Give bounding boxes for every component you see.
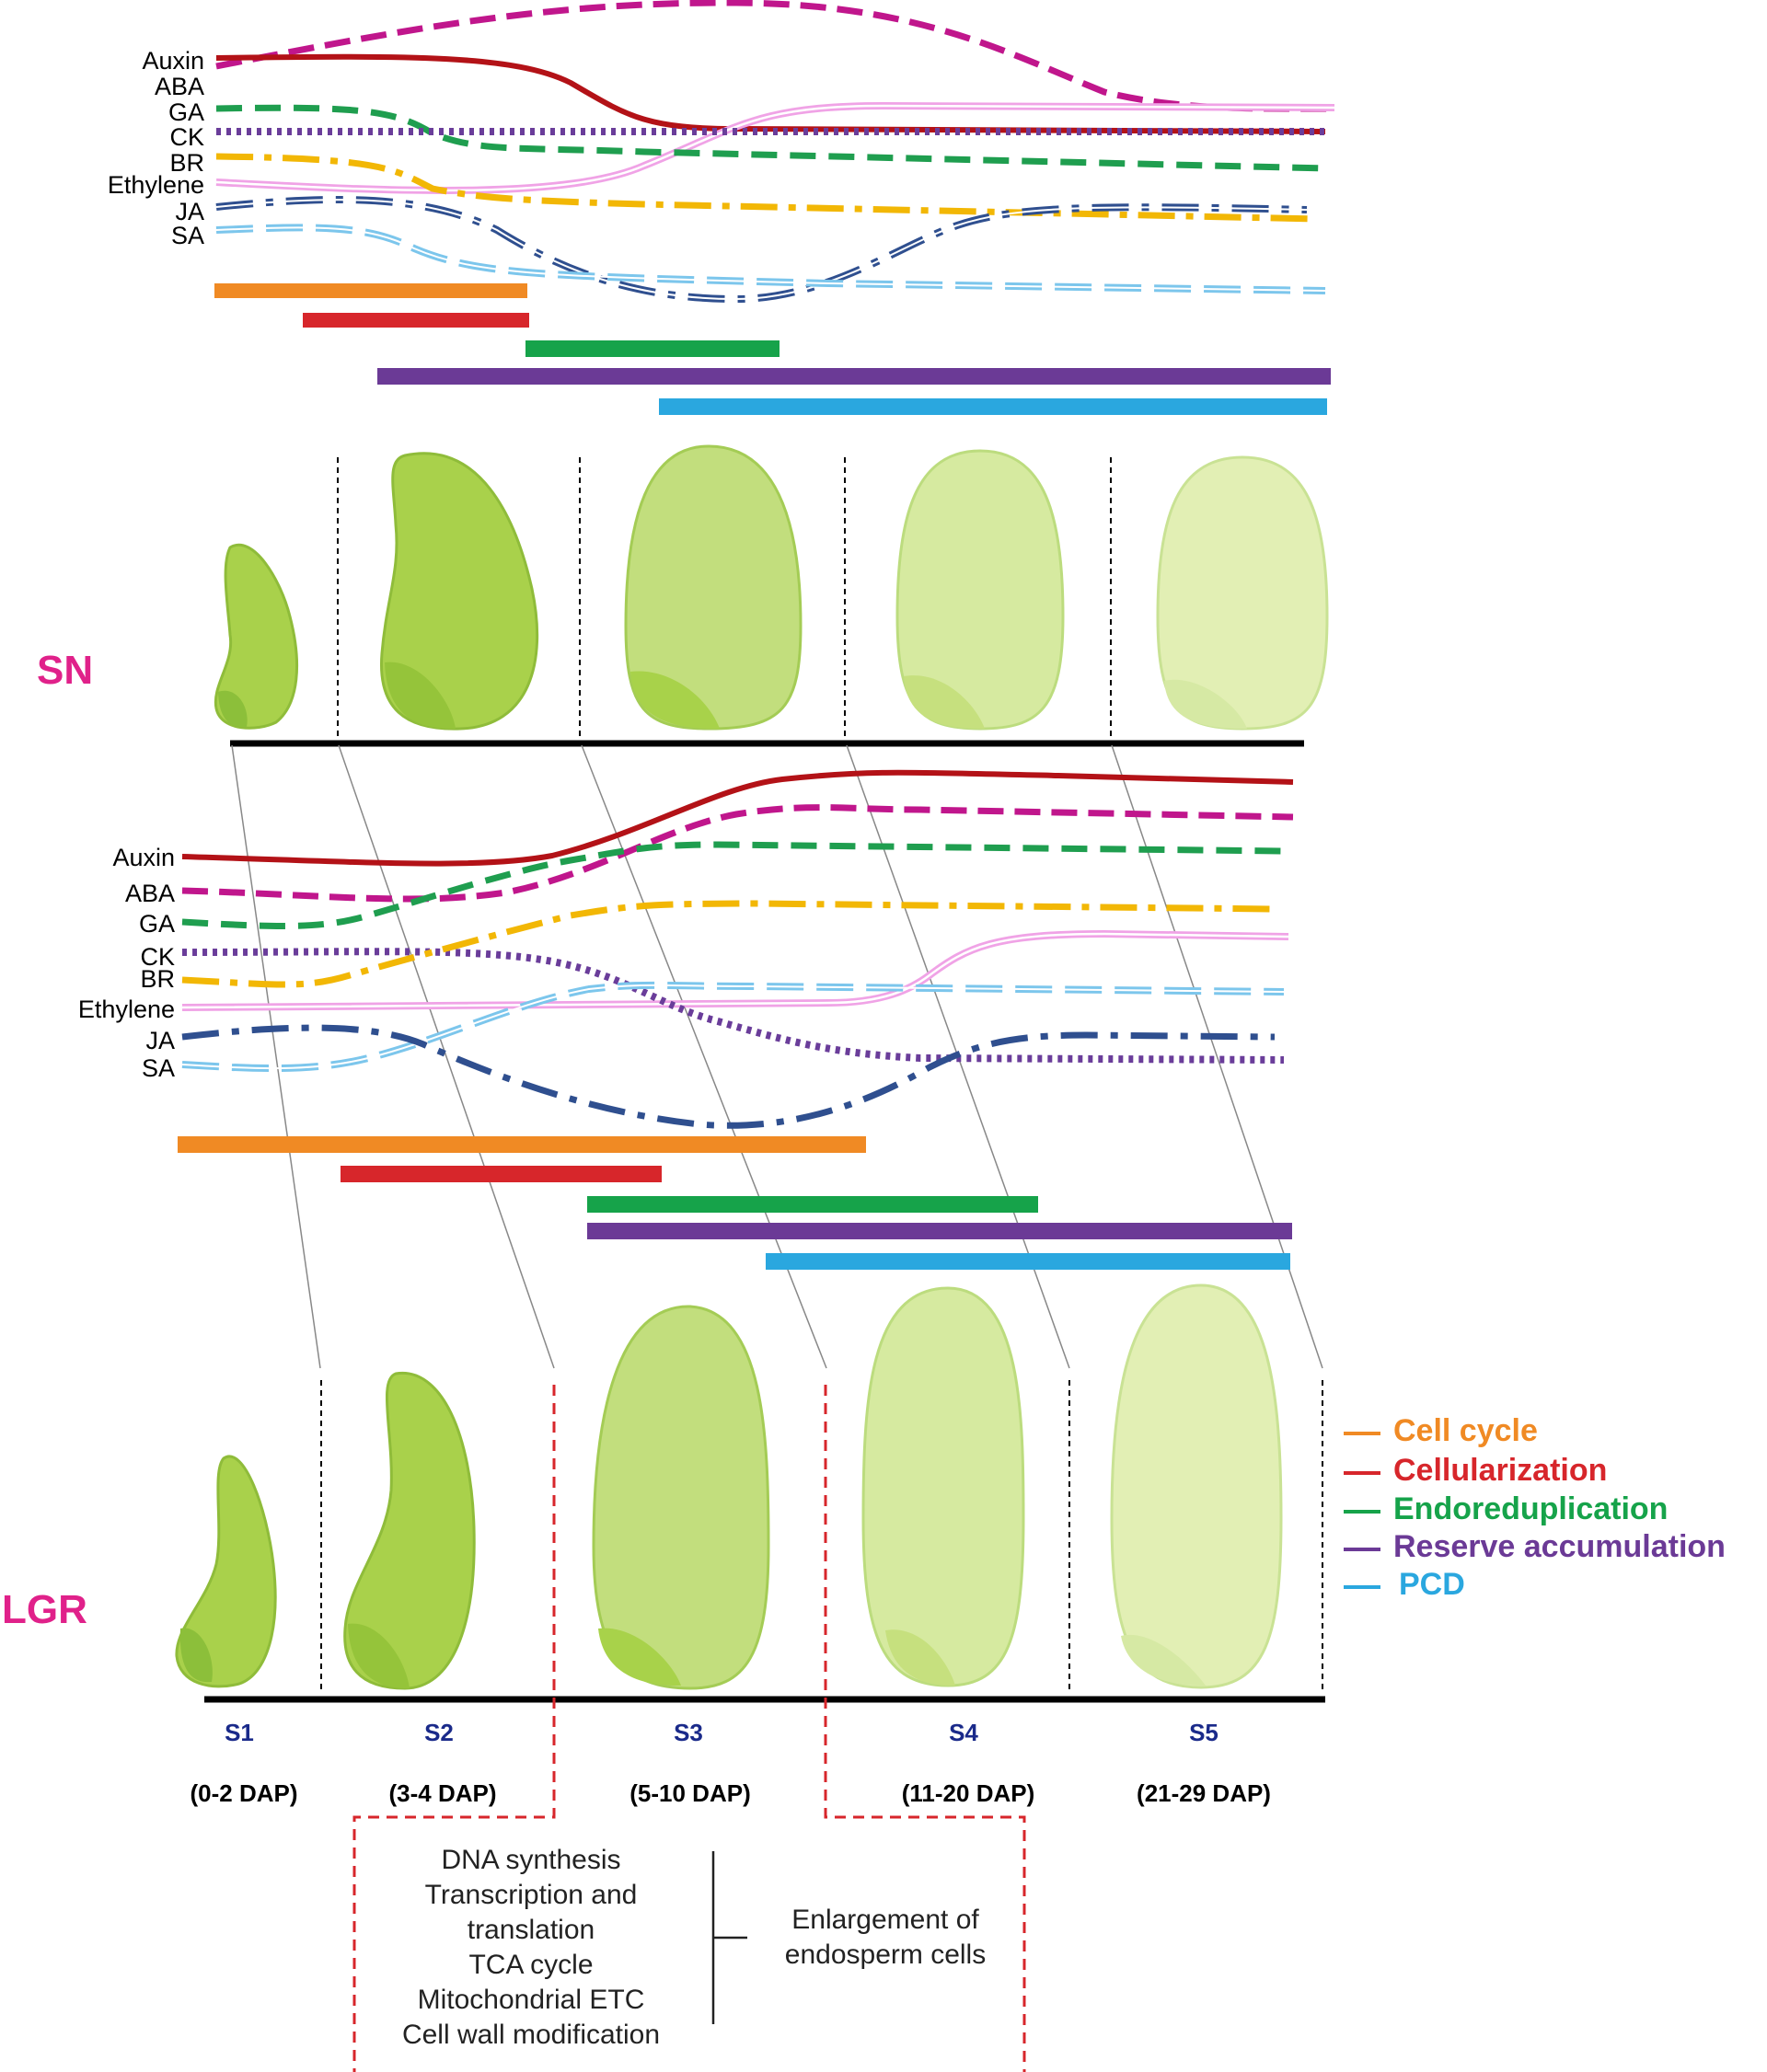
annotation-result-line2: endosperm cells: [785, 1940, 986, 1970]
sn-label-ga: GA: [168, 98, 204, 126]
lgr-seed-s1: [175, 1455, 277, 1688]
sn-seed-s1: [214, 544, 298, 730]
sn-ja-curve: [215, 196, 1308, 304]
legend-endoreduplication: Endoreduplication: [1393, 1491, 1668, 1526]
lgr-bar-reserve-accumulation: [587, 1223, 1292, 1239]
lgr-label-auxin: Auxin: [112, 844, 175, 871]
annotation-item-cell-wall: Cell wall modification: [402, 2020, 660, 2050]
stage-s3: S3: [674, 1719, 703, 1746]
lgr-ethylene-curve: [181, 929, 1289, 1011]
sn-bar-cell-cycle: [214, 283, 527, 298]
sn-label-auxin: Auxin: [142, 47, 204, 75]
lgr-bar-pcd: [766, 1253, 1290, 1270]
lgr-label-ck: CK: [140, 943, 175, 971]
sn-bar-pcd: [659, 398, 1327, 415]
sn-label-ja: JA: [175, 198, 204, 225]
annotation-item-tca-cycle: TCA cycle: [468, 1950, 593, 1980]
annotation-result-line1: Enlargement of: [791, 1905, 979, 1935]
lgr-panel-label: LGR: [2, 1587, 87, 1632]
lgr-bar-endoreduplication: [587, 1196, 1038, 1213]
lgr-stage-dividers: [320, 1380, 1323, 1691]
sn-seed-s3: [624, 444, 803, 731]
lgr-br-curve: [181, 900, 1276, 988]
lgr-seeds: [175, 1283, 1283, 1690]
stage-s1-dap: (0-2 DAP): [190, 1779, 297, 1807]
stage-connector-lines: [231, 744, 1323, 1369]
lgr-bar-cell-cycle: [178, 1136, 866, 1153]
lgr-seed-s5: [1110, 1283, 1283, 1689]
lgr-label-sa: SA: [142, 1054, 175, 1082]
sn-seed-s5: [1156, 455, 1329, 731]
annotation-item-transcription: Transcription and: [425, 1880, 638, 1910]
process-legend: Cell cycle Cellularization Endoreduplica…: [1344, 1413, 1726, 1602]
sn-label-aba: ABA: [155, 73, 204, 100]
sn-label-sa: SA: [171, 222, 204, 249]
lgr-seed-s4: [861, 1286, 1025, 1687]
stage-s3-dap: (5-10 DAP): [629, 1779, 750, 1807]
sn-seed-s2: [379, 452, 539, 731]
sn-ga-curve: [215, 104, 1326, 172]
annotation-process-list: DNA synthesis Transcription and translat…: [402, 1845, 660, 2050]
annotation-item-translation: translation: [468, 1915, 595, 1945]
sn-seeds: [214, 444, 1329, 731]
annotation-item-mitochondrial-etc: Mitochondrial ETC: [418, 1985, 645, 2015]
lgr-label-ga: GA: [139, 910, 175, 938]
sn-hormone-labels: Auxin ABA GA CK BR Ethylene JA SA: [108, 47, 204, 249]
lgr-aba-curve: [181, 804, 1294, 903]
annotation-item-dna-synthesis: DNA synthesis: [441, 1845, 620, 1875]
lgr-label-ethylene: Ethylene: [78, 996, 175, 1023]
lgr-label-aba: ABA: [125, 880, 175, 907]
annotation-dashed-box: [352, 1385, 1026, 2072]
lgr-bar-cellularization: [341, 1166, 662, 1182]
sn-sa-curve: [215, 224, 1326, 294]
lgr-seed-s3: [592, 1305, 770, 1690]
stage-s5-dap: (21-29 DAP): [1137, 1779, 1271, 1807]
stage-s2-dap: (3-4 DAP): [388, 1779, 496, 1807]
sn-bar-endoreduplication: [525, 340, 780, 357]
stage-labels: S1 S2 S3 S4 S5 (0-2 DAP) (3-4 DAP) (5-10…: [190, 1719, 1270, 1807]
lgr-seed-s2: [343, 1371, 476, 1690]
sn-stage-dividers: [337, 457, 1112, 741]
lgr-hormone-labels: Auxin ABA GA CK BR Ethylene JA SA: [78, 844, 175, 1082]
stage-s2: S2: [424, 1719, 454, 1746]
sn-hormone-curves: [215, 0, 1335, 304]
sn-aba-curve: [215, 0, 1335, 112]
stage-s4-dap: (11-20 DAP): [902, 1779, 1035, 1807]
sn-label-ethylene: Ethylene: [108, 171, 204, 199]
sn-process-bars: [214, 283, 1331, 415]
sn-label-ck: CK: [169, 123, 204, 151]
lgr-auxin-curve: [181, 769, 1294, 867]
lgr-label-br: BR: [140, 965, 175, 993]
lgr-hormone-curves: [181, 769, 1294, 1129]
sn-bar-cellularization: [303, 313, 529, 328]
annotation-bracket: [711, 1851, 747, 2024]
stage-s1: S1: [225, 1719, 254, 1746]
stage-s4: S4: [949, 1719, 978, 1746]
lgr-ja-curve: [181, 1024, 1276, 1129]
sn-auxin-curve: [215, 53, 1326, 134]
lgr-label-ja: JA: [145, 1027, 175, 1054]
sn-seed-s4: [895, 449, 1065, 731]
sn-panel-label: SN: [37, 648, 93, 693]
stage-s5: S5: [1189, 1719, 1218, 1746]
sn-label-br: BR: [169, 149, 204, 177]
lgr-sa-curve: [181, 981, 1285, 1073]
legend-pcd: PCD: [1399, 1567, 1465, 1602]
sn-ethylene-curve: [215, 101, 1335, 194]
legend-cell-cycle: Cell cycle: [1393, 1413, 1538, 1448]
sn-br-curve: [215, 153, 1317, 223]
legend-cellularization: Cellularization: [1393, 1453, 1607, 1488]
lgr-ga-curve: [181, 841, 1285, 929]
annotation-result: Enlargement of endosperm cells: [785, 1905, 986, 1970]
sn-bar-reserve-accumulation: [377, 368, 1331, 385]
lgr-process-bars: [178, 1136, 1292, 1270]
legend-reserve-accumulation: Reserve accumulation: [1393, 1529, 1726, 1564]
